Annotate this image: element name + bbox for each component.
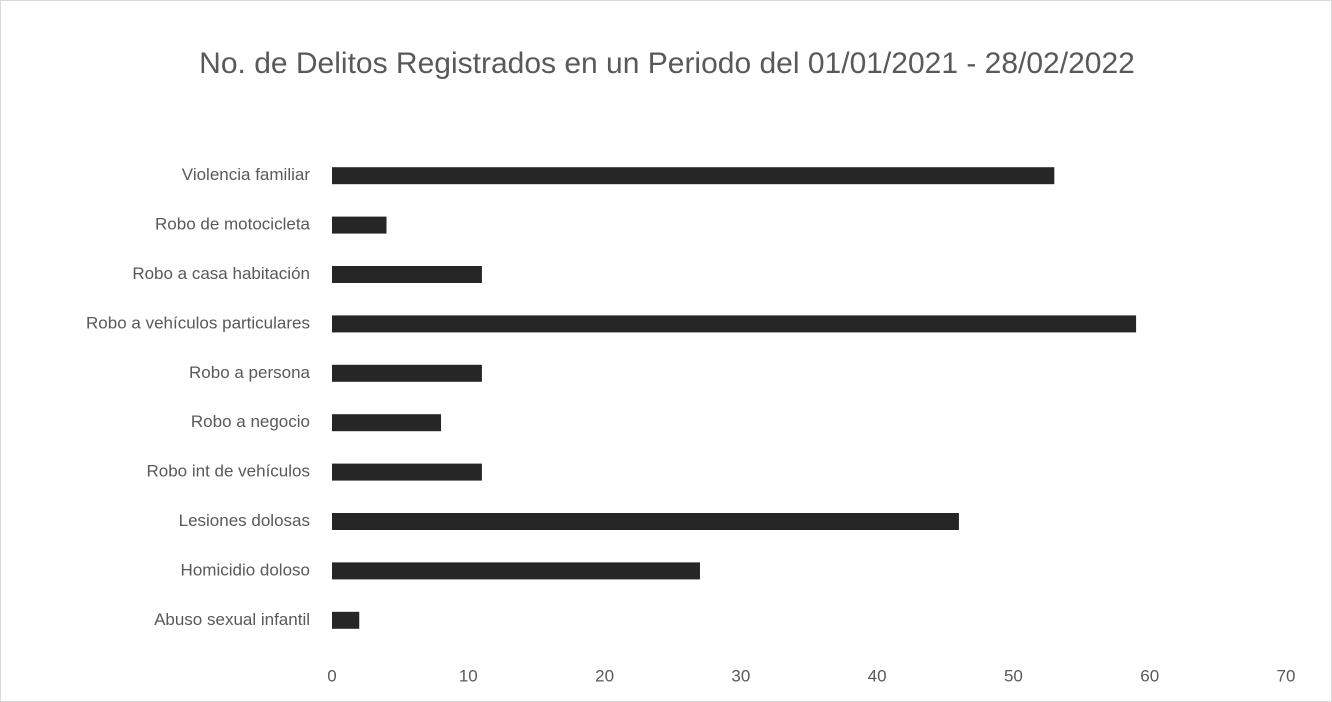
bar [332,562,700,580]
bar [332,216,387,234]
bar [332,364,482,382]
bar [332,167,1055,185]
bar [332,315,1137,333]
y-tick-label: Lesiones dolosas [179,511,310,530]
x-tick-label: 60 [1140,666,1159,685]
y-tick-label: Robo de motocicleta [155,215,311,234]
bar [332,611,360,629]
x-tick-label: 40 [868,666,887,685]
bar [332,463,482,481]
x-tick-label: 0 [327,666,336,685]
y-tick-label: Robo a persona [189,363,311,382]
bar [332,414,442,432]
x-tick-label: 30 [731,666,750,685]
x-tick-label: 70 [1277,666,1296,685]
y-tick-label: Robo int de vehículos [147,462,311,481]
x-tick-label: 50 [1004,666,1023,685]
y-tick-label: Violencia familiar [182,165,311,184]
x-tick-label: 10 [459,666,478,685]
y-tick-label: Robo a vehículos particulares [86,313,310,332]
y-tick-label: Robo a negocio [191,412,310,431]
y-tick-label: Homicidio doloso [181,560,310,579]
y-tick-label: Robo a casa habitación [132,264,310,283]
x-tick-label: 20 [595,666,614,685]
chart-title: No. de Delitos Registrados en un Periodo… [199,47,1135,80]
bar [332,513,959,530]
y-tick-label: Abuso sexual infantil [154,610,310,629]
bar [332,266,482,283]
